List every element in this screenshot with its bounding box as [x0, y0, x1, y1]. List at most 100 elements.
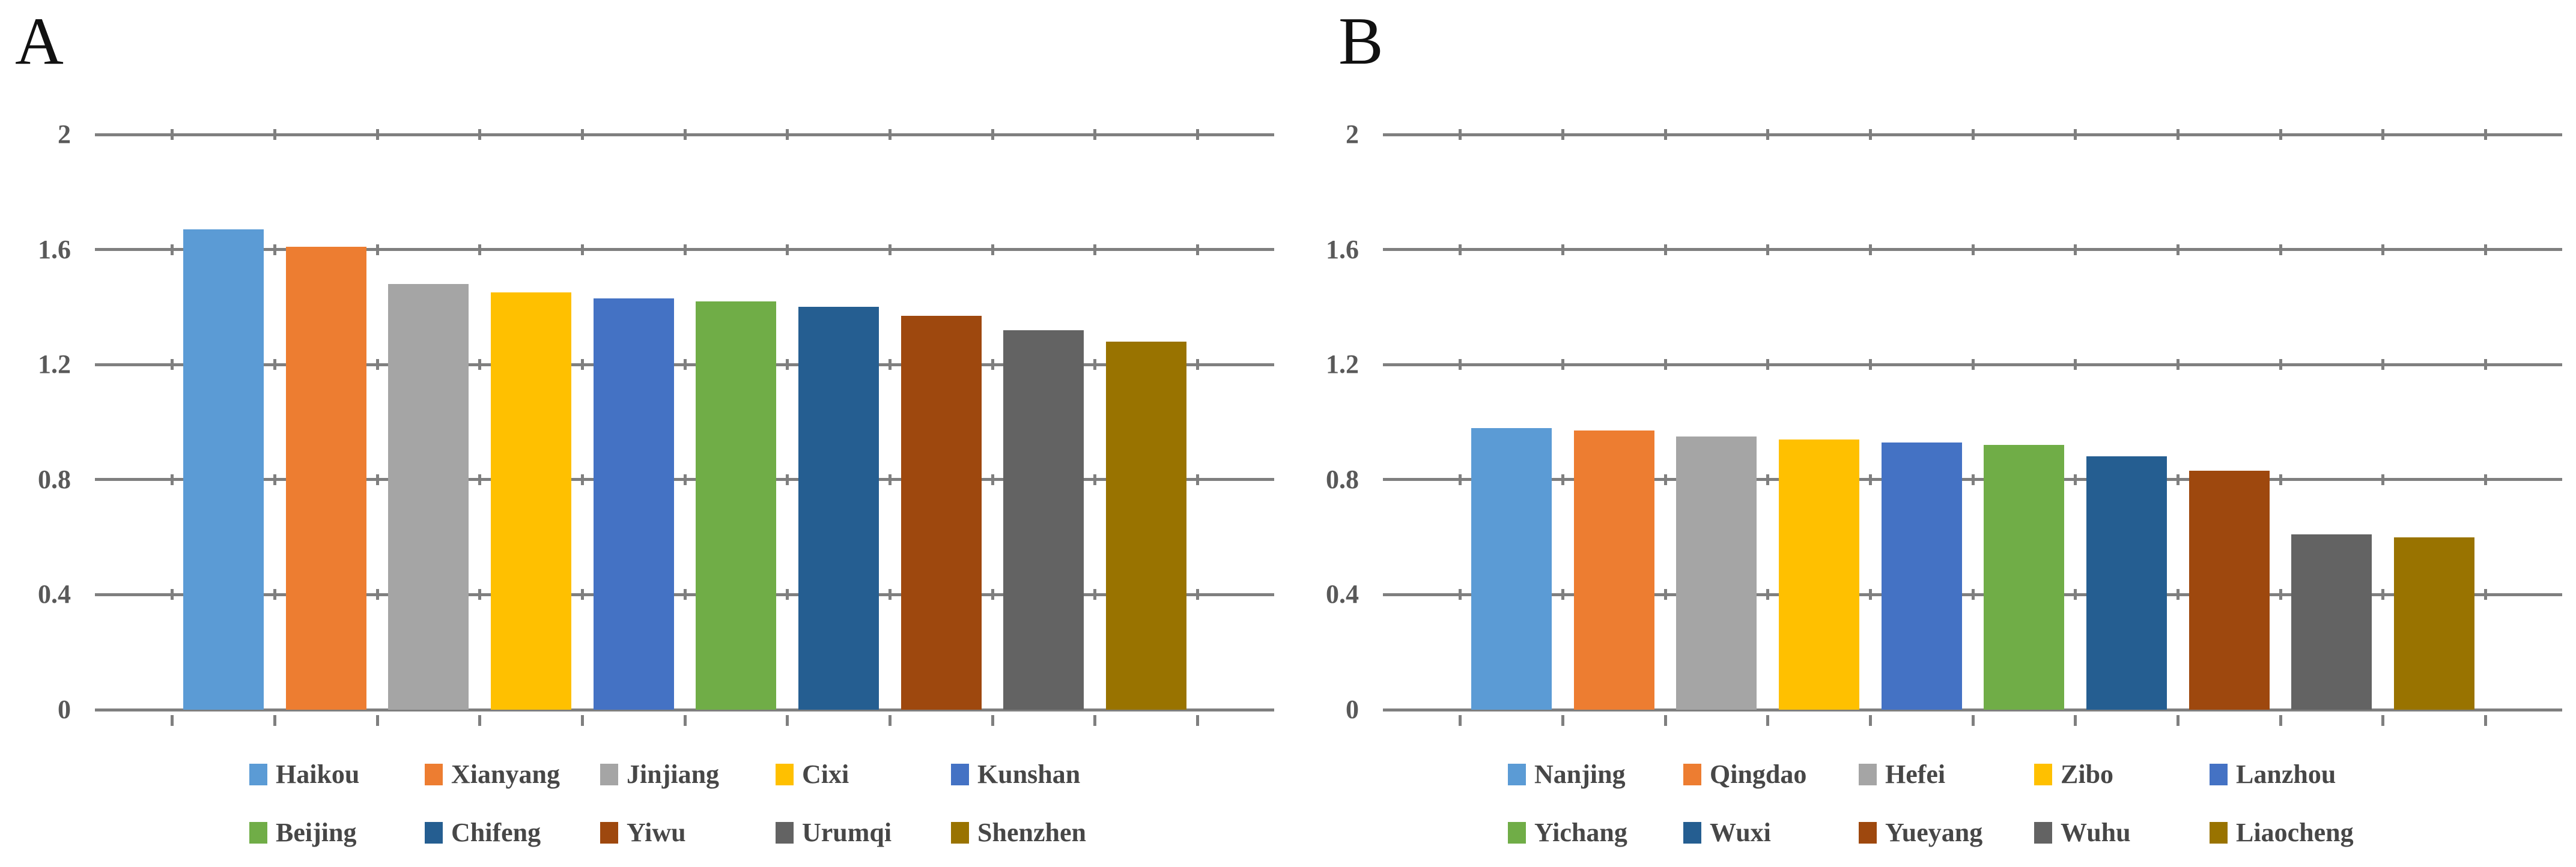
legend-label-lanzhou: Lanzhou — [2236, 760, 2336, 789]
legend-item-hefei: Hefei — [1859, 761, 2034, 788]
axis-tick-mark — [171, 589, 174, 600]
axis-tick-mark — [1971, 244, 1975, 255]
legend-marker-wuhu — [2034, 822, 2052, 844]
axis-tick-mark — [1971, 359, 1975, 370]
legend-marker-urumqi — [776, 822, 794, 844]
panel-a-plot — [95, 129, 1274, 726]
axis-tick-mark — [786, 359, 789, 370]
axis-tick-mark — [273, 359, 276, 370]
legend-marker-xianyang — [425, 764, 443, 785]
axis-tick-mark — [171, 474, 174, 485]
legend-label-kunshan: Kunshan — [977, 760, 1081, 789]
axis-tick-mark — [1093, 129, 1097, 140]
axis-tick-mark — [478, 589, 482, 600]
axis-tick-mark — [2176, 129, 2180, 140]
axis-tick-mark — [888, 129, 892, 140]
axis-tick-mark — [478, 244, 482, 255]
panel-a-legend: Haikou Xianyang Jinjiang Cixi Kunshan Beijing… — [0, 761, 1288, 863]
legend-marker-yiwu — [600, 822, 618, 844]
bar-shenzhen — [1106, 341, 1187, 710]
bar-yueyang — [2189, 471, 2270, 710]
legend-item-cixi: Cixi — [776, 761, 951, 788]
axis-tick-mark — [2176, 474, 2180, 485]
axis-tick-mark — [1663, 474, 1667, 485]
axis-tick-mark — [2381, 129, 2385, 140]
ytick-label-0.8: 0.8 — [1326, 464, 1359, 494]
axis-tick-mark — [2279, 129, 2282, 140]
axis-tick-mark — [2074, 715, 2077, 726]
legend-item-qingdao: Qingdao — [1683, 761, 1859, 788]
legend-marker-qingdao — [1683, 764, 1701, 785]
axis-tick-mark — [580, 474, 584, 485]
legend-label-zibo: Zibo — [2061, 760, 2114, 789]
legend-item-zibo: Zibo — [2034, 761, 2210, 788]
axis-tick-mark — [1093, 474, 1097, 485]
axis-tick-mark — [1459, 715, 1462, 726]
legend-marker-chifeng — [425, 822, 443, 844]
legend-item-liaocheng: Liaocheng — [2210, 820, 2385, 846]
axis-tick-mark — [1766, 715, 1770, 726]
ytick-label-1.2: 1.2 — [1326, 349, 1359, 379]
ytick-label-0.4: 0.4 — [38, 579, 71, 609]
legend-item-yueyang: Yueyang — [1859, 820, 2034, 846]
legend-marker-cixi — [776, 764, 794, 785]
axis-tick-mark — [273, 129, 276, 140]
bar-qingdao — [1573, 430, 1654, 710]
axis-tick-mark — [1971, 129, 1975, 140]
axis-tick-mark — [1459, 359, 1462, 370]
axis-tick-mark — [2074, 129, 2077, 140]
legend-item-urumqi: Urumqi — [776, 820, 951, 846]
bar-nanjing — [1471, 427, 1552, 710]
legend-item-kunshan: Kunshan — [951, 761, 1126, 788]
axis-tick-mark — [2483, 359, 2487, 370]
legend-label-beijing: Beijing — [276, 818, 357, 847]
axis-tick-mark — [171, 244, 174, 255]
legend-label-yueyang: Yueyang — [1885, 818, 1983, 847]
legend-item-haikou: Haikou — [249, 761, 425, 788]
axis-tick-mark — [683, 474, 687, 485]
axis-tick-mark — [786, 244, 789, 255]
axis-tick-mark — [171, 359, 174, 370]
axis-tick-mark — [2483, 715, 2487, 726]
axis-tick-mark — [1868, 359, 1872, 370]
bar-zibo — [1779, 439, 1859, 710]
bar-liaocheng — [2394, 537, 2475, 710]
legend-item-wuxi: Wuxi — [1683, 820, 1859, 846]
axis-tick-mark — [2483, 244, 2487, 255]
legend-marker-hefei — [1859, 764, 1877, 785]
axis-tick-mark — [683, 359, 687, 370]
panel-a: A Haikou Xianyang Jinjiang Cixi Kunshan Beiji… — [0, 4, 1288, 863]
axis-tick-mark — [478, 715, 482, 726]
axis-tick-mark — [1561, 244, 1564, 255]
bar-kunshan — [593, 298, 674, 710]
axis-tick-mark — [1093, 589, 1097, 600]
axis-tick-mark — [375, 589, 379, 600]
axis-tick-mark — [2381, 244, 2385, 255]
axis-tick-mark — [1663, 715, 1667, 726]
panel-b-plot — [1383, 129, 2562, 726]
axis-tick-mark — [786, 129, 789, 140]
axis-tick-mark — [1868, 244, 1872, 255]
legend-label-yichang: Yichang — [1534, 818, 1627, 847]
ytick-label-0.8: 0.8 — [38, 464, 71, 494]
ytick-label-1.6: 1.6 — [1326, 234, 1359, 264]
legend-label-yiwu: Yiwu — [627, 818, 686, 847]
panel-a-letter: A — [15, 4, 64, 79]
legend-label-chifeng: Chifeng — [451, 818, 541, 847]
axis-tick-mark — [888, 244, 892, 255]
axis-tick-mark — [2074, 589, 2077, 600]
legend-row-1: Nanjing Qingdao Hefei Zibo Lanzhou — [1508, 761, 2385, 788]
axis-tick-mark — [1663, 589, 1667, 600]
axis-tick-mark — [2381, 715, 2385, 726]
axis-tick-mark — [580, 359, 584, 370]
bar-chifeng — [798, 307, 879, 710]
legend-item-lanzhou: Lanzhou — [2210, 761, 2385, 788]
legend-label-nanjing: Nanjing — [1534, 760, 1626, 789]
legend-label-hefei: Hefei — [1885, 760, 1946, 789]
bar-wuxi — [2086, 456, 2167, 710]
axis-tick-mark — [2176, 359, 2180, 370]
axis-tick-mark — [580, 715, 584, 726]
axis-tick-mark — [478, 359, 482, 370]
bar-lanzhou — [1881, 442, 1962, 710]
